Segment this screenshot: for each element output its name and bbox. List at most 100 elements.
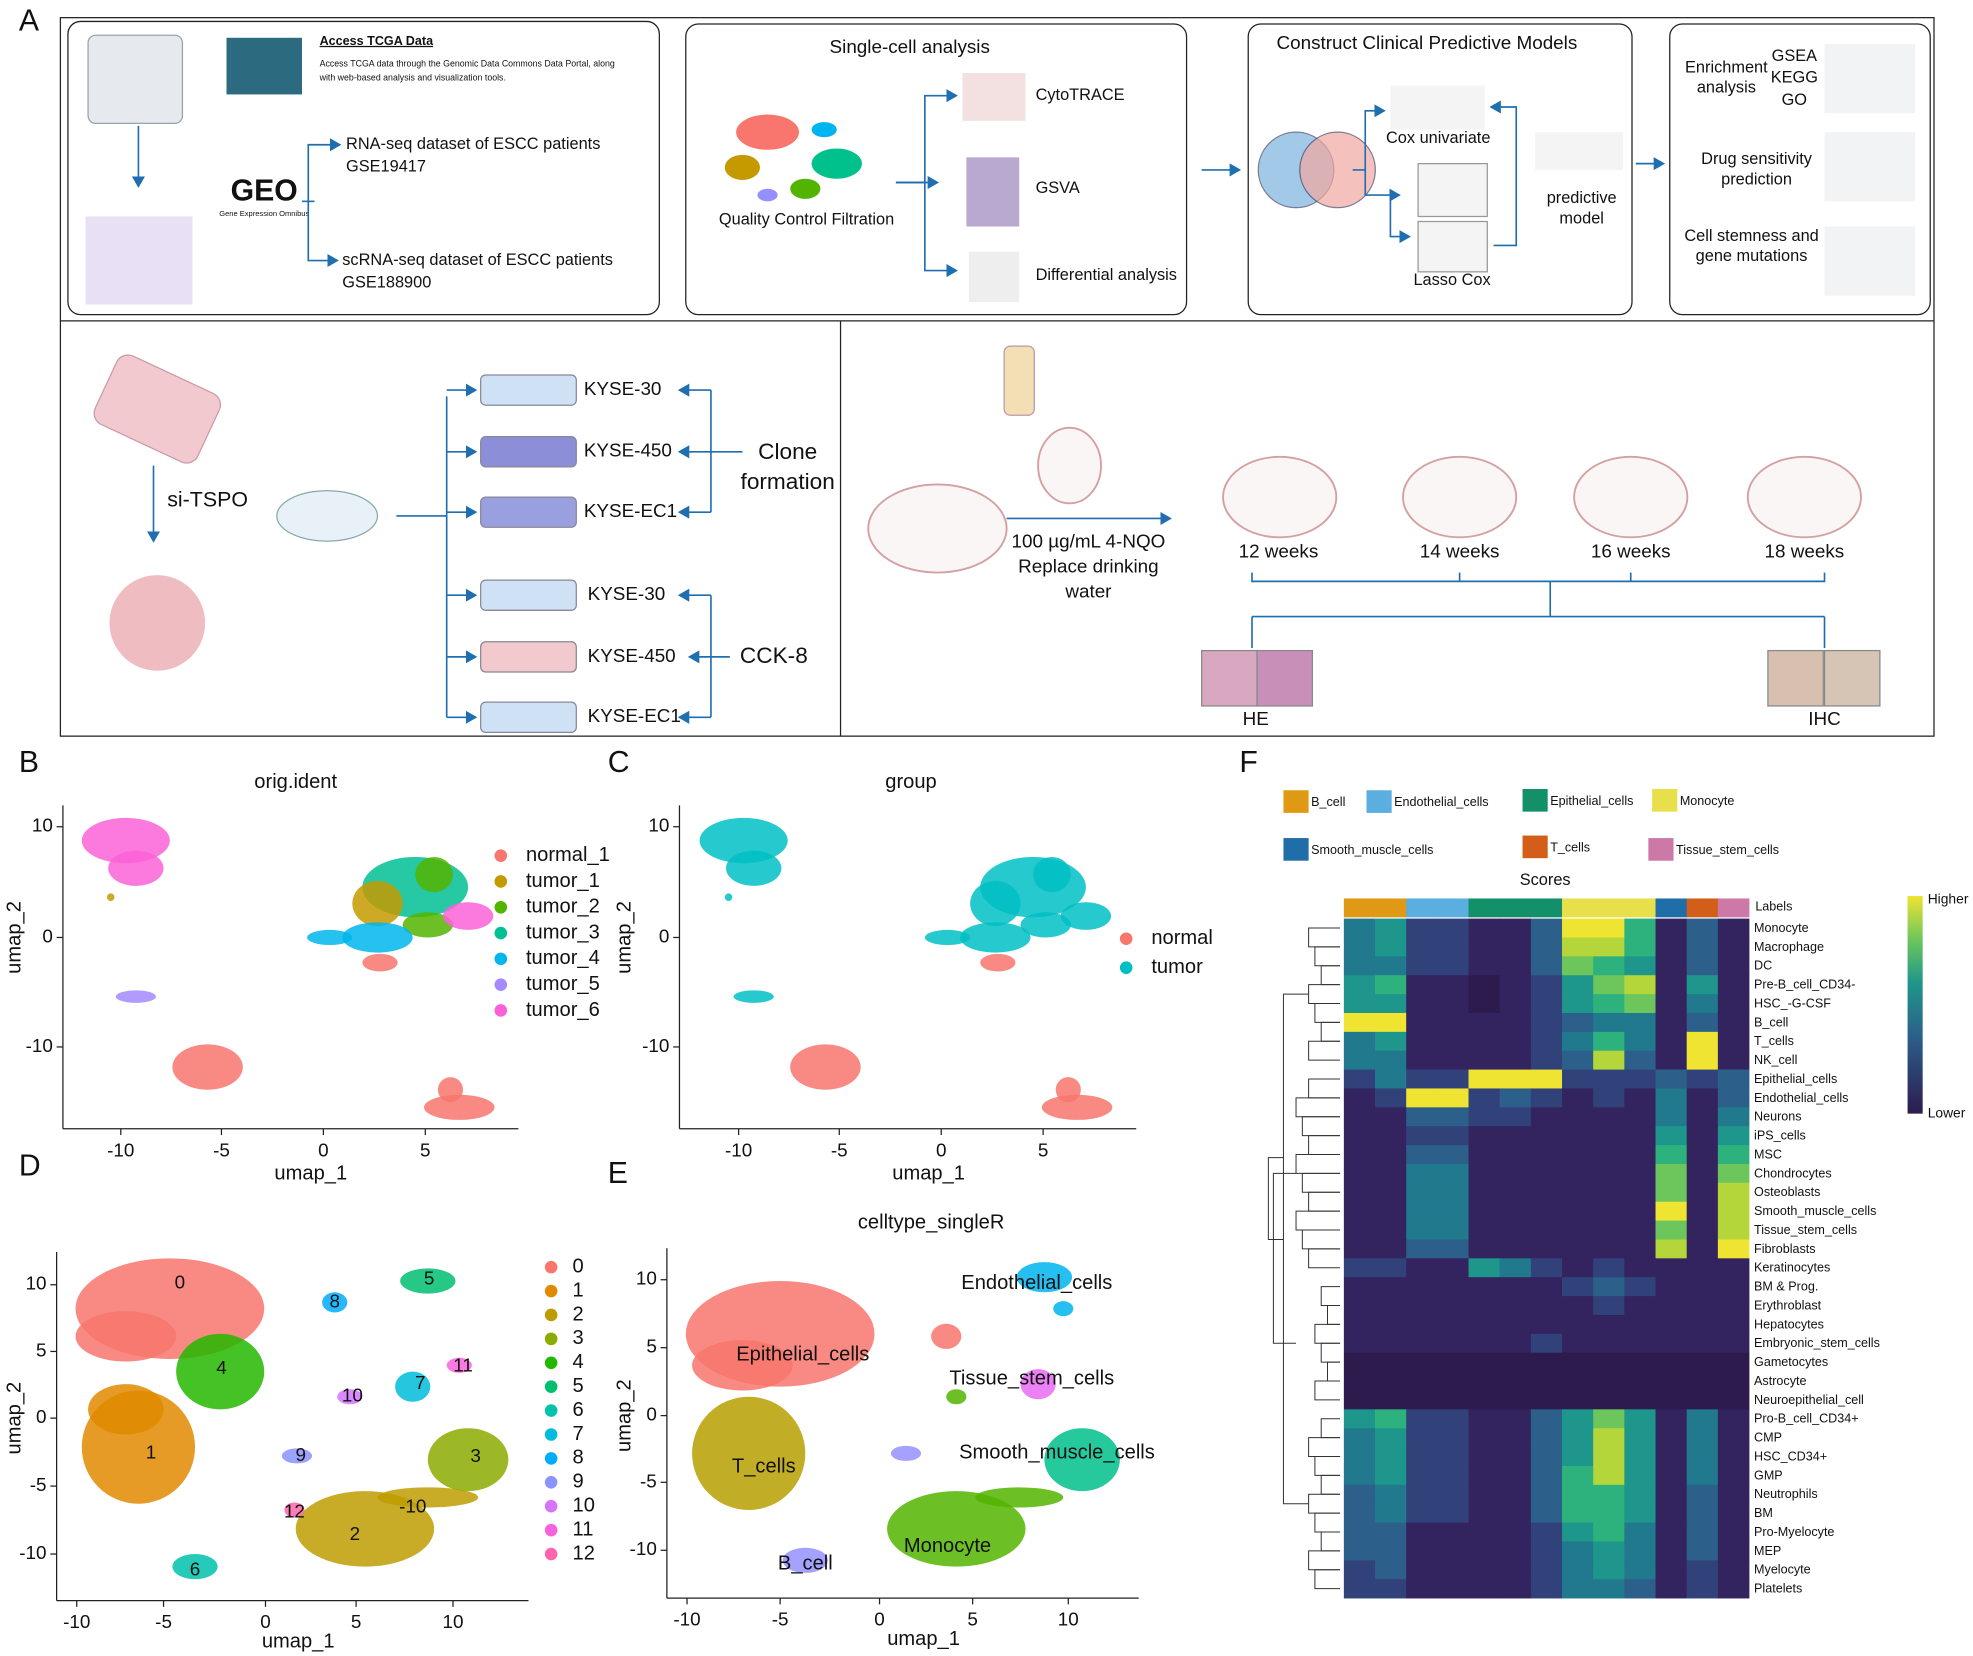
heatmap-cell [1562, 1182, 1594, 1203]
heatmap-cell [1717, 1390, 1750, 1410]
heatmap-cell [1375, 1296, 1407, 1316]
heatmap-cell [1562, 1107, 1594, 1127]
cluster-label: 9 [295, 1444, 306, 1465]
cell-cluster [400, 1268, 456, 1294]
row-label: CMP [1754, 1431, 1782, 1445]
umap-thumb [757, 188, 778, 202]
row-label: T_cells [1754, 1034, 1794, 1048]
heatmap-cell [1468, 1031, 1501, 1052]
heatmap-cell [1686, 1447, 1719, 1467]
heatmap-cell [1406, 1503, 1438, 1523]
panel-letter: D [19, 1150, 41, 1183]
heatmap-cell [1343, 994, 1376, 1014]
cell-cluster [975, 1487, 1064, 1508]
legend-label: Endothelial_cells [1394, 795, 1488, 809]
legend-label: tumor_4 [526, 947, 600, 969]
heatmap-cell [1530, 1069, 1563, 1089]
row-label: DC [1754, 959, 1772, 973]
heatmap-cell [1686, 975, 1719, 995]
label: Replace drinking [1018, 556, 1158, 577]
heatmap-cell [1499, 1371, 1532, 1391]
label: 16 weeks [1591, 540, 1671, 561]
legend-swatch [544, 1332, 558, 1346]
label: KYSE-450 [588, 645, 676, 666]
heatmap-cell [1468, 1390, 1501, 1410]
heatmap-cell [1562, 1163, 1594, 1184]
heatmap-cell [1437, 1371, 1469, 1391]
heatmap-cell [1468, 1088, 1501, 1108]
heatmap-cell [1375, 1126, 1407, 1146]
heatmap-cell [1375, 1201, 1407, 1221]
row-label: Pre-B_cell_CD34- [1754, 978, 1855, 992]
heatmap-cell [1655, 1409, 1688, 1429]
legend-label: T_cells [1550, 840, 1590, 854]
heatmap-cell [1375, 1522, 1407, 1542]
heatmap-cell [1406, 1409, 1438, 1429]
heatmap-cell [1593, 1465, 1625, 1486]
heatmap-cell [1343, 1333, 1376, 1354]
x-tick-label: -5 [772, 1609, 789, 1630]
heatmap-cell [1499, 1447, 1532, 1467]
heatmap-cell [1468, 1069, 1501, 1089]
heatmap-cell [1437, 1145, 1469, 1165]
heatmap-cell [1343, 1145, 1376, 1165]
legend-label: 8 [573, 1447, 584, 1469]
heatmap-cell [1375, 1277, 1407, 1297]
legend-label: 3 [573, 1327, 584, 1349]
dendrogram [1301, 1172, 1341, 1193]
heatmap-cell [1686, 1277, 1719, 1297]
heatmap-cell [1530, 1050, 1563, 1070]
heatmap-cell [1593, 1447, 1625, 1467]
heatmap-cell [1343, 1314, 1376, 1335]
heatmap-cell [1375, 1579, 1407, 1599]
heatmap-cell [1593, 1012, 1625, 1033]
heatmap-cell [1499, 1560, 1532, 1580]
heatmap-cell [1343, 1069, 1376, 1089]
cluster-label: 1 [146, 1441, 157, 1462]
heatmap-cell [1717, 956, 1750, 976]
mouse [1746, 455, 1862, 539]
heatmap-cell [1686, 994, 1719, 1014]
heatmap-cell [1655, 1145, 1688, 1165]
dendrogram [1295, 1097, 1341, 1118]
heatmap-cell [1437, 1314, 1469, 1335]
heatmap-cell [1375, 918, 1407, 938]
heatmap-cell [1406, 1107, 1438, 1127]
x-tick-label: 5 [967, 1609, 978, 1630]
cell-cluster [970, 880, 1021, 927]
heatmap-cell [1406, 1031, 1438, 1052]
label: CCK-8 [740, 643, 808, 668]
label: IHC [1808, 708, 1840, 729]
label: Gene Expression Omnibus [219, 209, 309, 218]
heatmap-cell [1562, 1069, 1594, 1089]
y-tick-label: -5 [30, 1474, 47, 1495]
heatmap-cell [1406, 1390, 1438, 1410]
heatmap-cell [1593, 1031, 1625, 1052]
label: KYSE-450 [584, 440, 672, 461]
legend-label: 12 [573, 1542, 595, 1564]
heatmap-cell [1468, 1447, 1501, 1467]
x-tick-label: 0 [936, 1139, 947, 1160]
y-axis-label: umap_2 [3, 1382, 25, 1455]
heatmap-cell [1530, 1352, 1563, 1372]
heatmap-cell [1593, 1314, 1625, 1335]
heatmap-cell [1624, 1484, 1656, 1505]
heatmap-cell [1468, 1428, 1501, 1448]
heatmap-cell [1437, 975, 1469, 995]
heatmap-cell [1624, 994, 1656, 1014]
heatmap-cell [1343, 1409, 1376, 1429]
heatmap-cell [1375, 1560, 1407, 1580]
legend-swatch [544, 1476, 558, 1489]
heatmap-cell [1562, 1503, 1594, 1523]
heatmap-cell [1375, 1447, 1407, 1467]
heatmap-cell [1624, 1428, 1656, 1448]
heatmap-cell [1562, 1296, 1594, 1316]
legend-label: Monocyte [1680, 794, 1735, 808]
heatmap-cell [1562, 1031, 1594, 1052]
label: water [1064, 581, 1111, 602]
heatmap-cell [1655, 1503, 1688, 1523]
row-label: GMP [1754, 1468, 1783, 1482]
row-label: Myelocyte [1754, 1563, 1811, 1577]
heatmap-cell [1686, 1163, 1719, 1184]
heatmap-cell [1343, 1522, 1376, 1542]
